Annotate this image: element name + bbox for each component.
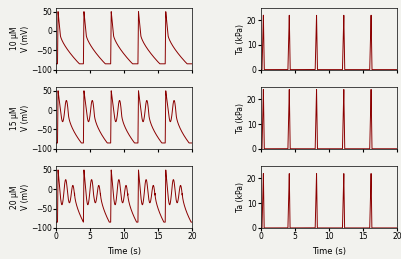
X-axis label: Time (s): Time (s) [312, 247, 346, 256]
Y-axis label: Ta (kPa): Ta (kPa) [237, 103, 245, 133]
X-axis label: Time (s): Time (s) [107, 247, 141, 256]
Y-axis label: Ta (kPa): Ta (kPa) [237, 182, 245, 212]
Y-axis label: 10 μM
V (mV): 10 μM V (mV) [10, 26, 30, 52]
Y-axis label: Ta (kPa): Ta (kPa) [237, 24, 245, 54]
Y-axis label: 20 μM
V (mV): 20 μM V (mV) [10, 184, 30, 210]
Y-axis label: 15 μM
V (mV): 15 μM V (mV) [10, 105, 30, 131]
